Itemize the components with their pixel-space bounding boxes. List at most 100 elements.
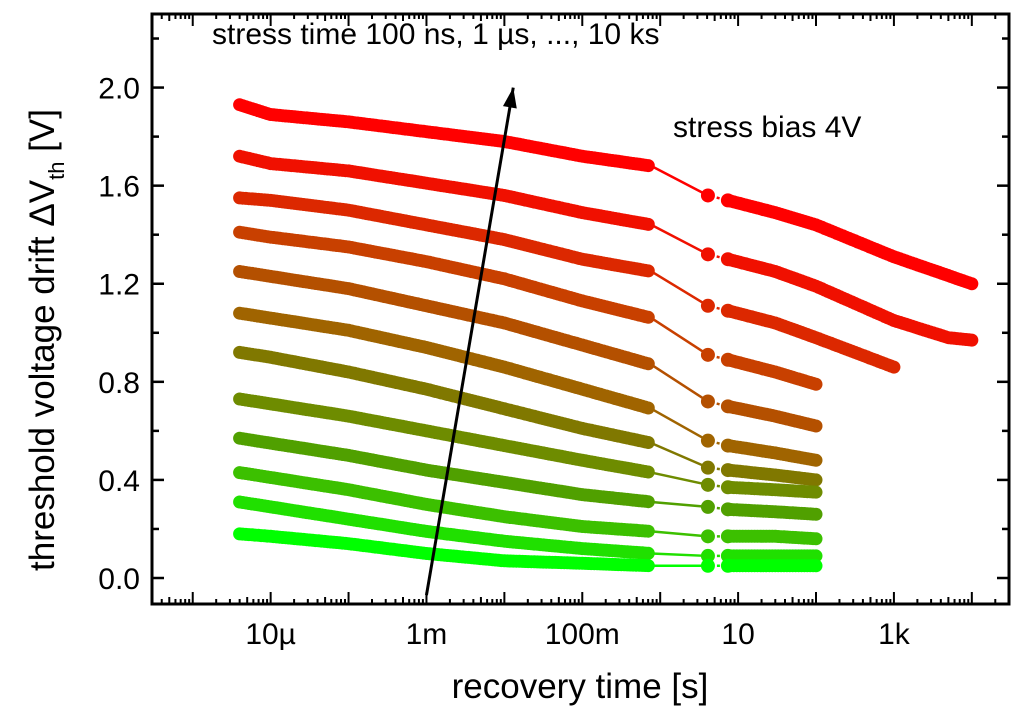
data-point — [720, 480, 735, 495]
series-connector — [707, 505, 729, 511]
series-7 — [233, 345, 823, 487]
annotation-stress-bias: stress bias 4V — [673, 111, 861, 144]
y-axis-title-subscript: th — [44, 162, 69, 180]
series-connector — [707, 353, 729, 361]
data-point — [809, 549, 823, 563]
data-point — [809, 532, 823, 546]
data-point — [720, 303, 735, 318]
y-tick-label: 2.0 — [98, 73, 140, 106]
data-point — [641, 401, 655, 415]
series-connector — [650, 223, 709, 256]
series-9 — [233, 431, 823, 521]
arrow-head — [502, 87, 517, 109]
data-point — [700, 460, 715, 475]
arrow-shaft — [424, 87, 515, 596]
y-axis-title: threshold voltage drift ΔVth [V] — [23, 109, 69, 571]
data-point — [700, 433, 715, 448]
data-point — [809, 559, 823, 573]
data-point — [720, 558, 735, 573]
series-connector — [650, 317, 709, 356]
series-2 — [233, 149, 979, 347]
y-tick-label: 0.8 — [98, 367, 140, 400]
x-tick-label: 1k — [878, 618, 911, 651]
series-connector — [651, 530, 709, 538]
x-tick-label: 10 — [721, 618, 754, 651]
data-point — [887, 360, 901, 374]
series-connector — [651, 500, 709, 509]
series-connector — [707, 194, 729, 202]
data-point — [720, 529, 735, 544]
data-point — [809, 377, 823, 391]
y-tick-label: 1.6 — [98, 171, 140, 204]
data-point — [700, 188, 715, 203]
data-point — [700, 558, 715, 573]
annotation-stress-time: stress time 100 ns, 1 µs, ..., 10 ks — [212, 18, 659, 51]
series-8 — [233, 392, 823, 499]
series-layer — [233, 98, 979, 573]
series-connector — [650, 270, 709, 307]
series-connector — [707, 304, 729, 312]
data-point — [700, 247, 715, 262]
data-point — [641, 264, 655, 278]
x-tick-label: 100m — [545, 618, 620, 651]
data-point — [641, 310, 655, 324]
series-1 — [233, 98, 979, 291]
data-point — [641, 465, 655, 479]
series-12 — [233, 527, 823, 573]
data-point — [641, 559, 655, 573]
x-axis-title: recovery time [s] — [452, 667, 709, 706]
series-connector — [650, 441, 709, 469]
data-point — [641, 495, 655, 509]
data-point — [965, 333, 979, 347]
data-point — [809, 419, 823, 433]
data-point — [720, 193, 735, 208]
data-point — [965, 277, 979, 291]
data-point — [700, 548, 715, 563]
data-point — [641, 546, 655, 560]
ticks-layer: 10µ 1m 100m 10 1k 0.0 0.4 0.8 1.2 1.6 2.0 — [98, 14, 1010, 651]
data-point — [700, 477, 715, 492]
data-point — [641, 436, 655, 449]
y-tick-label: 1.2 — [98, 269, 140, 302]
series-connector — [650, 407, 709, 442]
data-point — [641, 217, 655, 231]
series-3 — [233, 191, 901, 374]
data-point — [700, 347, 715, 362]
y-axis-title-unit: [V] — [23, 109, 62, 162]
data-point — [700, 499, 715, 514]
data-point — [720, 399, 735, 414]
series-connector — [650, 164, 709, 197]
data-point — [720, 352, 735, 367]
data-point — [720, 463, 735, 478]
series-10 — [233, 466, 823, 546]
x-tick-label: 10µ — [245, 618, 296, 651]
data-point — [809, 473, 823, 487]
series-connector — [707, 253, 729, 261]
data-point — [809, 507, 823, 521]
y-axis-title-main: threshold voltage drift ΔV — [23, 179, 62, 571]
data-point — [641, 159, 655, 173]
data-point — [720, 502, 735, 517]
series-11 — [233, 495, 823, 563]
series-connector — [707, 466, 729, 472]
data-point — [809, 453, 823, 467]
data-point — [720, 252, 735, 267]
series-connector — [707, 483, 729, 489]
data-point — [641, 357, 655, 371]
data-point — [809, 485, 823, 499]
y-tick-label: 0.0 — [98, 563, 140, 596]
y-tick-label: 0.4 — [98, 465, 140, 498]
stress-time-arrow — [424, 87, 517, 596]
plot-frame — [150, 12, 1011, 606]
series-connector — [707, 400, 729, 408]
data-point — [700, 298, 715, 313]
series-5 — [233, 265, 823, 433]
data-point — [700, 394, 715, 409]
x-tick-label: 1m — [406, 618, 448, 651]
series-connector — [650, 363, 709, 403]
data-point — [700, 529, 715, 544]
data-point — [641, 524, 655, 538]
series-connector — [707, 439, 729, 447]
series-connector — [651, 552, 708, 558]
